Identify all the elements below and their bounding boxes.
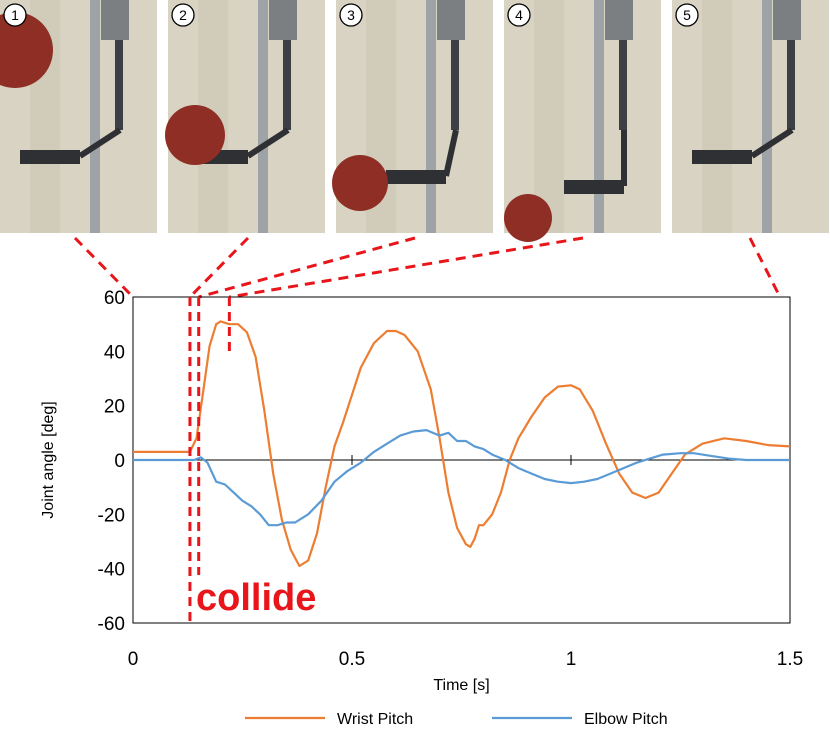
robot-hand [692,150,752,164]
photo-strip: 1 2 3 4 5 [0,0,829,242]
x-tick-label: 0.5 [339,649,365,670]
photo-number-badge [507,3,531,27]
x-tick-label: 1.5 [777,649,803,670]
y-tick-label: -20 [98,505,125,526]
series-line-wrist-pitch [133,320,791,568]
legend-label: Wrist Pitch [337,711,413,728]
frame-post [762,0,772,233]
series-line-elbow-pitch [133,429,790,527]
photo-panel: 2 [165,0,325,233]
photo-connector-line [188,236,250,299]
photo-number-badge [3,3,27,27]
robot-arm-lower [246,127,290,159]
photo-number: 5 [683,7,691,23]
robot-arm-lower [750,127,794,159]
photo-number: 4 [515,7,523,23]
chart: 60 40 20 0 -20 -40 -60 0 0.5 1 1.5 collide Time [… [40,288,803,694]
robot-arm-upper [619,40,627,130]
robot-arm-upper [787,40,795,130]
ball [504,194,552,242]
x-axis-label: Time [s] [433,677,489,694]
photo-connectors [73,236,782,299]
frame-post [426,0,436,233]
photo-background [672,0,829,233]
photo-connector-line [229,236,584,299]
robot-hand [564,180,624,194]
photo-connector-line [748,237,782,298]
wall-panel [702,0,732,233]
photo-number: 2 [179,7,187,23]
frame-post [594,0,604,233]
robot-hand [386,170,446,184]
y-tick-label: 20 [104,397,125,418]
photo-panel: 5 [672,0,829,233]
photo-number: 1 [11,7,19,23]
y-tick-label: 40 [104,342,125,363]
photo-connector-line [73,236,135,299]
robot-mount [437,0,465,40]
photo-number-badge [675,3,699,27]
legend-label: Elbow Pitch [584,711,668,728]
wall-panel [534,0,564,233]
robot-arm-lower [78,127,122,159]
robot-arm-upper [451,40,459,130]
frame-post [258,0,268,233]
robot-arm-upper [115,40,123,130]
y-tick-label: 0 [114,451,125,472]
ball [332,155,388,211]
robot-hand [20,150,80,164]
robot-mount [101,0,129,40]
y-tick-label: 60 [104,288,125,309]
photo-number-badge [171,3,195,27]
photo-number-badge [339,3,363,27]
y-tick-label: -40 [98,560,125,581]
ball [0,12,53,88]
collide-label: collide [196,577,316,619]
frame-post [90,0,100,233]
x-tick-label: 1 [566,649,577,670]
legend: Wrist Pitch Elbow Pitch [245,711,668,728]
y-axis-label: Joint angle [deg] [40,401,57,518]
x-tick-label: 0 [128,649,139,670]
photo-connector-line [198,236,416,299]
robot-arm-lower [443,129,459,177]
photo-panel: 3 [332,0,493,233]
photo-panel: 1 [0,0,157,233]
robot-mount [773,0,801,40]
photo-panel: 4 [504,0,661,242]
y-tick-label: -60 [98,614,125,635]
ball [165,105,225,165]
photo-number: 3 [347,7,355,23]
robot-mount [269,0,297,40]
robot-arm-upper [283,40,291,130]
robot-mount [605,0,633,40]
